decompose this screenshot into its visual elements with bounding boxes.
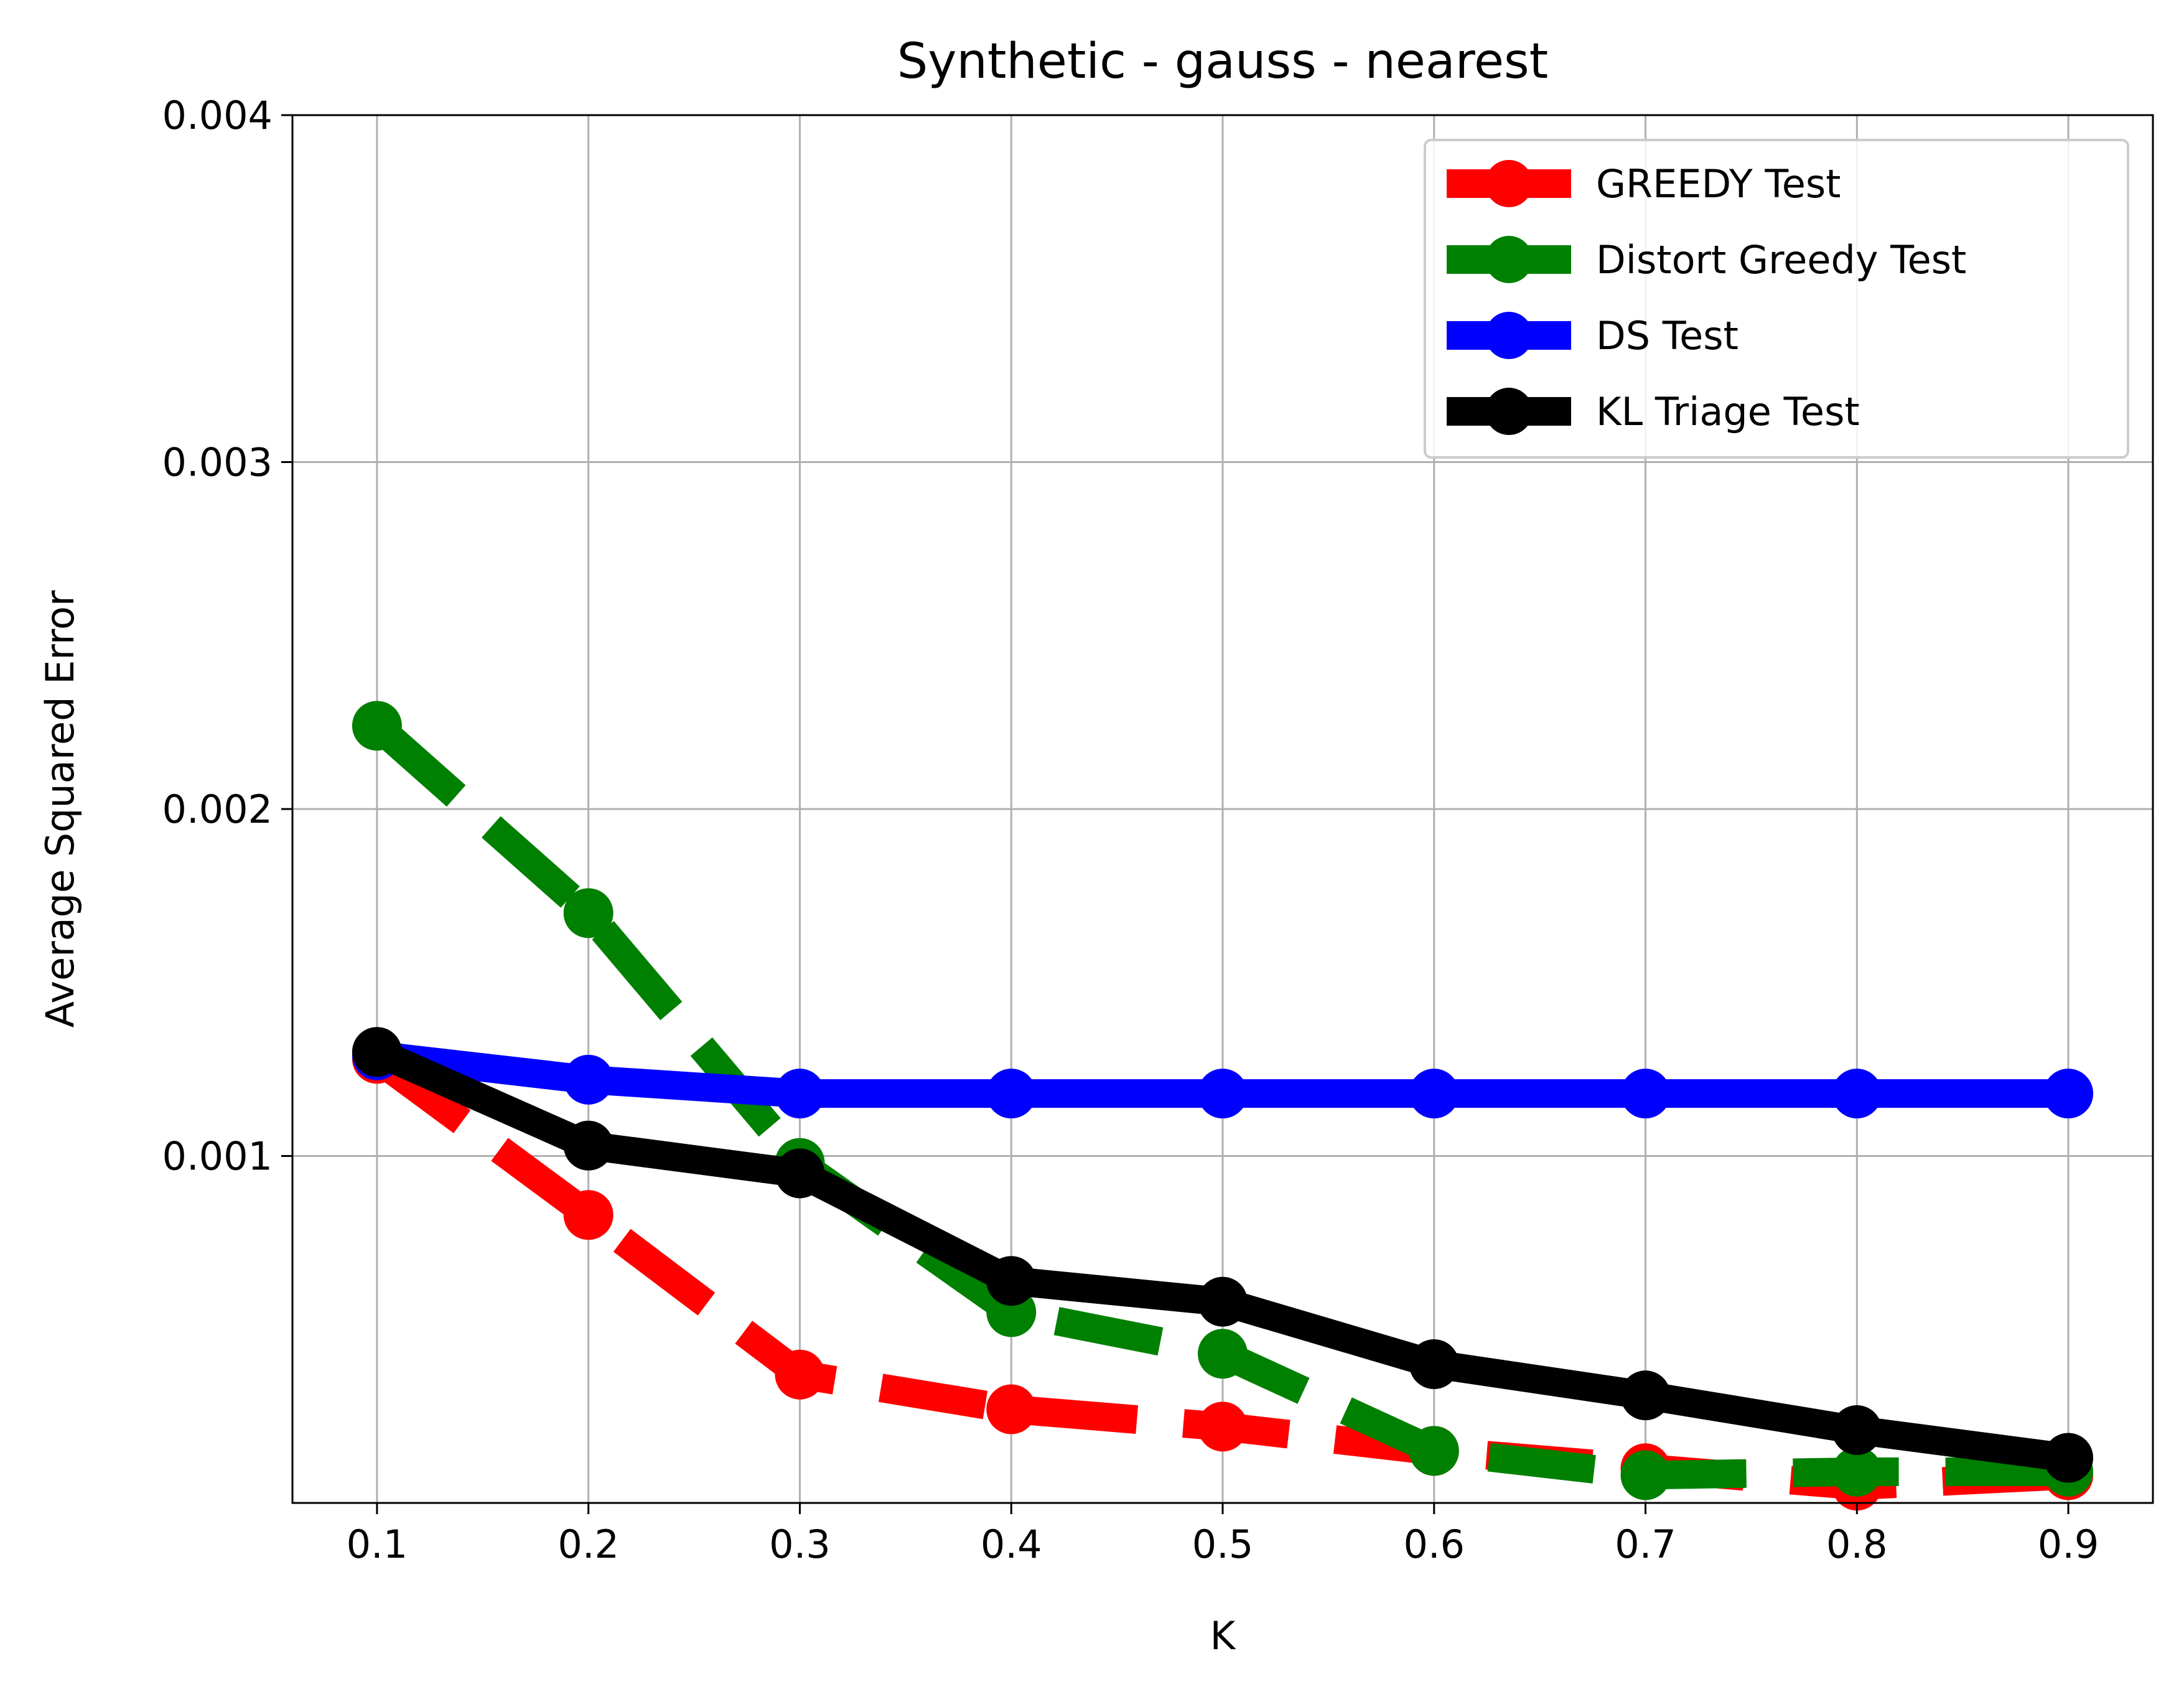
data-point-greedy-test [775, 1349, 825, 1400]
legend-label: KL Triage Test [1596, 389, 1860, 434]
legend-box [1424, 139, 2129, 459]
y-tick-label: 0.004 [162, 93, 273, 138]
data-point-greedy-test [986, 1384, 1037, 1434]
x-tick-label: 0.4 [981, 1522, 1042, 1567]
legend-marker-distort-greedy-test [1485, 236, 1533, 283]
y-axis-label: Average Squared Error [37, 590, 83, 1027]
data-point-ds-test [986, 1069, 1037, 1119]
x-tick-label: 0.7 [1615, 1522, 1676, 1567]
data-point-ds-test [1198, 1069, 1248, 1119]
data-point-kl-triage-test [986, 1256, 1037, 1306]
data-point-ds-test [563, 1054, 614, 1105]
data-point-distort-greedy-test [1620, 1450, 1671, 1500]
data-point-greedy-test [563, 1190, 614, 1240]
data-point-ds-test [1620, 1069, 1671, 1119]
y-tick-label: 0.003 [162, 440, 273, 485]
x-tick-label: 0.9 [2038, 1522, 2099, 1567]
data-point-greedy-test [1198, 1402, 1248, 1452]
legend-marker-ds-test [1485, 312, 1533, 359]
data-point-kl-triage-test [352, 1027, 402, 1077]
data-point-ds-test [1832, 1069, 1882, 1119]
data-point-ds-test [1409, 1069, 1459, 1119]
x-tick-label: 0.8 [1826, 1522, 1888, 1567]
y-tick-label: 0.001 [162, 1134, 273, 1179]
legend-label: DS Test [1596, 313, 1738, 358]
data-point-kl-triage-test [775, 1148, 825, 1199]
legend: GREEDY Test Distort Greedy Test DS Test KL … [1424, 139, 2129, 459]
legend-marker-greedy-test [1485, 160, 1533, 207]
data-point-ds-test [2043, 1069, 2094, 1119]
x-tick-label: 0.6 [1403, 1522, 1465, 1567]
data-point-kl-triage-test [1409, 1339, 1459, 1389]
data-point-distort-greedy-test [1409, 1426, 1459, 1476]
data-point-distort-greedy-test [352, 701, 402, 751]
data-point-kl-triage-test [563, 1120, 614, 1171]
x-tick-label: 0.5 [1192, 1522, 1254, 1567]
data-point-ds-test [775, 1069, 825, 1119]
axes: 0.1 0.2 0.3 0.4 0.5 0.6 0.7 0.8 0.9 0.001 0.002 0.0… [162, 93, 2099, 1567]
data-point-kl-triage-test [1620, 1370, 1671, 1421]
chart-title: Synthetic - gauss - nearest [897, 34, 1549, 90]
data-point-kl-triage-test [2043, 1433, 2094, 1483]
data-point-distort-greedy-test [1832, 1446, 1882, 1497]
legend-label: Distort Greedy Test [1596, 237, 1966, 283]
data-point-distort-greedy-test [563, 888, 614, 938]
series-layer [352, 701, 2094, 1511]
x-tick-label: 0.3 [769, 1522, 831, 1567]
x-axis-label: K [1210, 1613, 1236, 1659]
legend-marker-kl-triage-test [1485, 388, 1533, 435]
x-tick-label: 0.2 [558, 1522, 619, 1567]
data-point-distort-greedy-test [1198, 1329, 1248, 1379]
data-point-kl-triage-test [1198, 1276, 1248, 1327]
x-tick-label: 0.1 [347, 1522, 408, 1567]
y-tick-label: 0.002 [162, 787, 273, 832]
data-point-kl-triage-test [1832, 1405, 1882, 1455]
legend-label: GREEDY Test [1596, 161, 1841, 207]
